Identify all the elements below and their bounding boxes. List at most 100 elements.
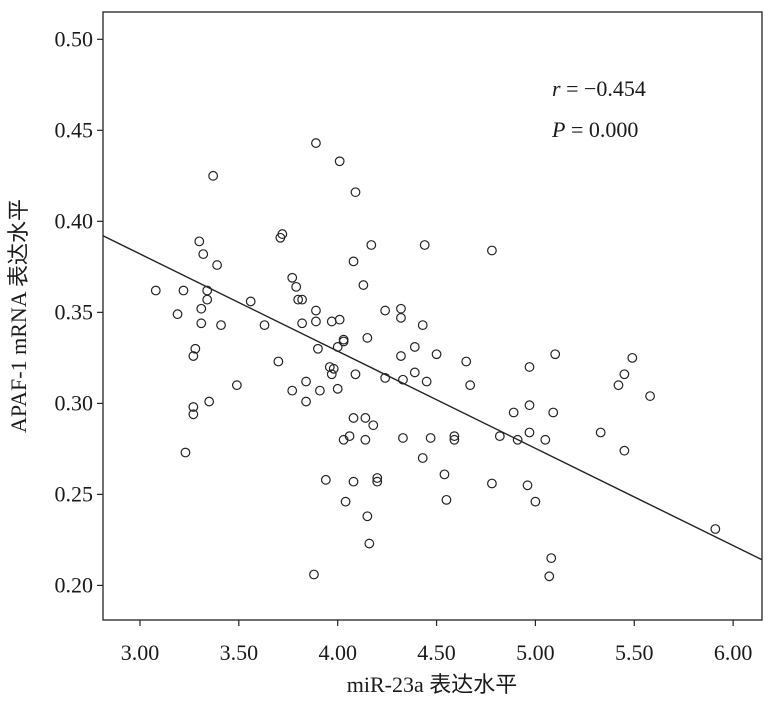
data-point (208, 170, 219, 181)
data-point (297, 294, 308, 305)
data-point (196, 318, 207, 329)
y-tick-label: 0.40 (55, 208, 94, 233)
data-point (301, 396, 311, 407)
data-point (188, 409, 199, 420)
data-point (287, 272, 298, 283)
data-point (348, 476, 359, 487)
data-point (273, 356, 284, 367)
data-point (396, 312, 406, 323)
data-points (150, 138, 721, 582)
data-point (627, 352, 638, 363)
data-point (439, 469, 450, 480)
data-point (190, 343, 201, 354)
data-point (524, 427, 535, 438)
data-point (548, 407, 559, 418)
data-point (544, 571, 555, 582)
data-point (494, 431, 505, 442)
data-point (196, 303, 207, 314)
data-point (326, 369, 337, 380)
data-point (449, 431, 460, 442)
data-point (522, 480, 533, 491)
data-point (524, 400, 535, 411)
data-point (172, 309, 183, 320)
data-point (431, 349, 442, 360)
data-point (360, 413, 371, 423)
data-point (398, 374, 408, 385)
data-point (311, 316, 321, 327)
data-point (348, 413, 359, 423)
data-point (461, 356, 472, 367)
data-point (311, 305, 321, 316)
y-axis-label: APAF-1 mRNA 表达水平 (6, 199, 31, 433)
data-point (487, 245, 497, 256)
data-point (188, 402, 199, 412)
y-tick-label: 0.50 (55, 26, 94, 51)
data-point (216, 320, 226, 331)
data-point (619, 369, 630, 380)
y-tick-label: 0.25 (55, 481, 94, 506)
x-tick-label: 4.50 (417, 640, 456, 665)
data-point (645, 391, 655, 401)
data-point (344, 431, 355, 442)
data-point (297, 318, 308, 329)
data-point (619, 445, 630, 456)
x-tick-label: 5.00 (516, 640, 555, 665)
data-point (362, 332, 373, 343)
data-point (409, 367, 420, 378)
data-point (150, 285, 161, 296)
data-point (364, 538, 375, 549)
data-point (204, 396, 215, 407)
data-point (524, 362, 535, 372)
data-point (398, 433, 408, 443)
data-point (368, 420, 379, 431)
r-symbol: r (552, 76, 561, 101)
y-axis: 0.50 0.45 0.40 0.35 0.30 0.25 0.20 (55, 26, 103, 597)
data-point (202, 294, 213, 305)
regression-line (102, 235, 763, 561)
data-point (380, 372, 391, 383)
data-point (194, 236, 205, 247)
r-value: = −0.454 (561, 76, 646, 101)
data-point (180, 447, 191, 458)
data-point (550, 349, 561, 360)
data-point (178, 285, 189, 296)
data-point (530, 496, 541, 507)
data-point (332, 342, 343, 352)
data-point (372, 476, 383, 487)
data-point (350, 187, 361, 198)
x-axis: 3.00 3.50 4.00 4.50 5.00 5.50 6.00 (121, 620, 753, 665)
x-axis-label: miR-23a 表达水平 (347, 672, 518, 697)
data-point (314, 385, 325, 396)
data-point (350, 369, 361, 380)
data-point (595, 427, 606, 438)
data-point (332, 383, 343, 394)
data-point (409, 342, 420, 352)
data-point (358, 280, 369, 290)
data-point (419, 240, 430, 250)
data-point (613, 380, 624, 391)
data-point (198, 249, 209, 260)
p-annotation: P = 0.000 (551, 117, 638, 142)
data-point (291, 281, 302, 292)
data-point (512, 434, 523, 445)
data-point (396, 351, 406, 361)
data-point (366, 240, 377, 250)
plot-frame (102, 11, 763, 621)
data-point (338, 336, 349, 347)
data-point (231, 380, 242, 391)
data-point (380, 305, 391, 316)
y-tick-label: 0.30 (55, 390, 94, 415)
data-point (301, 376, 311, 387)
data-point (441, 494, 452, 505)
data-point (372, 473, 383, 483)
x-tick-label: 6.00 (714, 640, 753, 665)
data-point (417, 320, 428, 331)
x-tick-label: 4.00 (318, 640, 357, 665)
data-point (334, 156, 345, 167)
data-point (287, 385, 298, 396)
data-point (328, 363, 339, 374)
data-point (320, 474, 331, 485)
x-tick-label: 3.00 (121, 640, 160, 665)
data-point (188, 351, 199, 361)
